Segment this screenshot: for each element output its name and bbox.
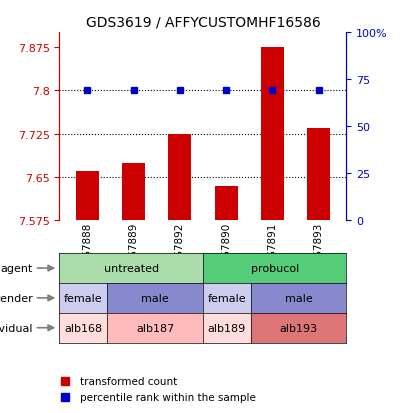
Text: male: male bbox=[141, 293, 169, 303]
Bar bbox=[214, 186, 237, 221]
Text: alb189: alb189 bbox=[207, 323, 245, 333]
Text: female: female bbox=[64, 293, 102, 303]
Text: gender: gender bbox=[0, 293, 33, 303]
Title: GDS3619 / AFFYCUSTOMHF16586: GDS3619 / AFFYCUSTOMHF16586 bbox=[85, 15, 319, 29]
Text: alb168: alb168 bbox=[64, 323, 102, 333]
Text: individual: individual bbox=[0, 323, 33, 333]
Bar bbox=[121, 163, 145, 221]
Text: alb193: alb193 bbox=[279, 323, 317, 333]
Text: probucol: probucol bbox=[250, 263, 298, 273]
Text: alb187: alb187 bbox=[136, 323, 174, 333]
Text: transformed count: transformed count bbox=[79, 375, 176, 386]
Text: percentile rank within the sample: percentile rank within the sample bbox=[79, 392, 255, 402]
Bar bbox=[306, 128, 329, 221]
Text: female: female bbox=[207, 293, 245, 303]
Text: agent: agent bbox=[0, 263, 33, 273]
Bar bbox=[168, 134, 191, 221]
Text: male: male bbox=[284, 293, 312, 303]
Bar bbox=[76, 172, 99, 221]
Bar bbox=[260, 47, 283, 221]
Text: untreated: untreated bbox=[103, 263, 158, 273]
